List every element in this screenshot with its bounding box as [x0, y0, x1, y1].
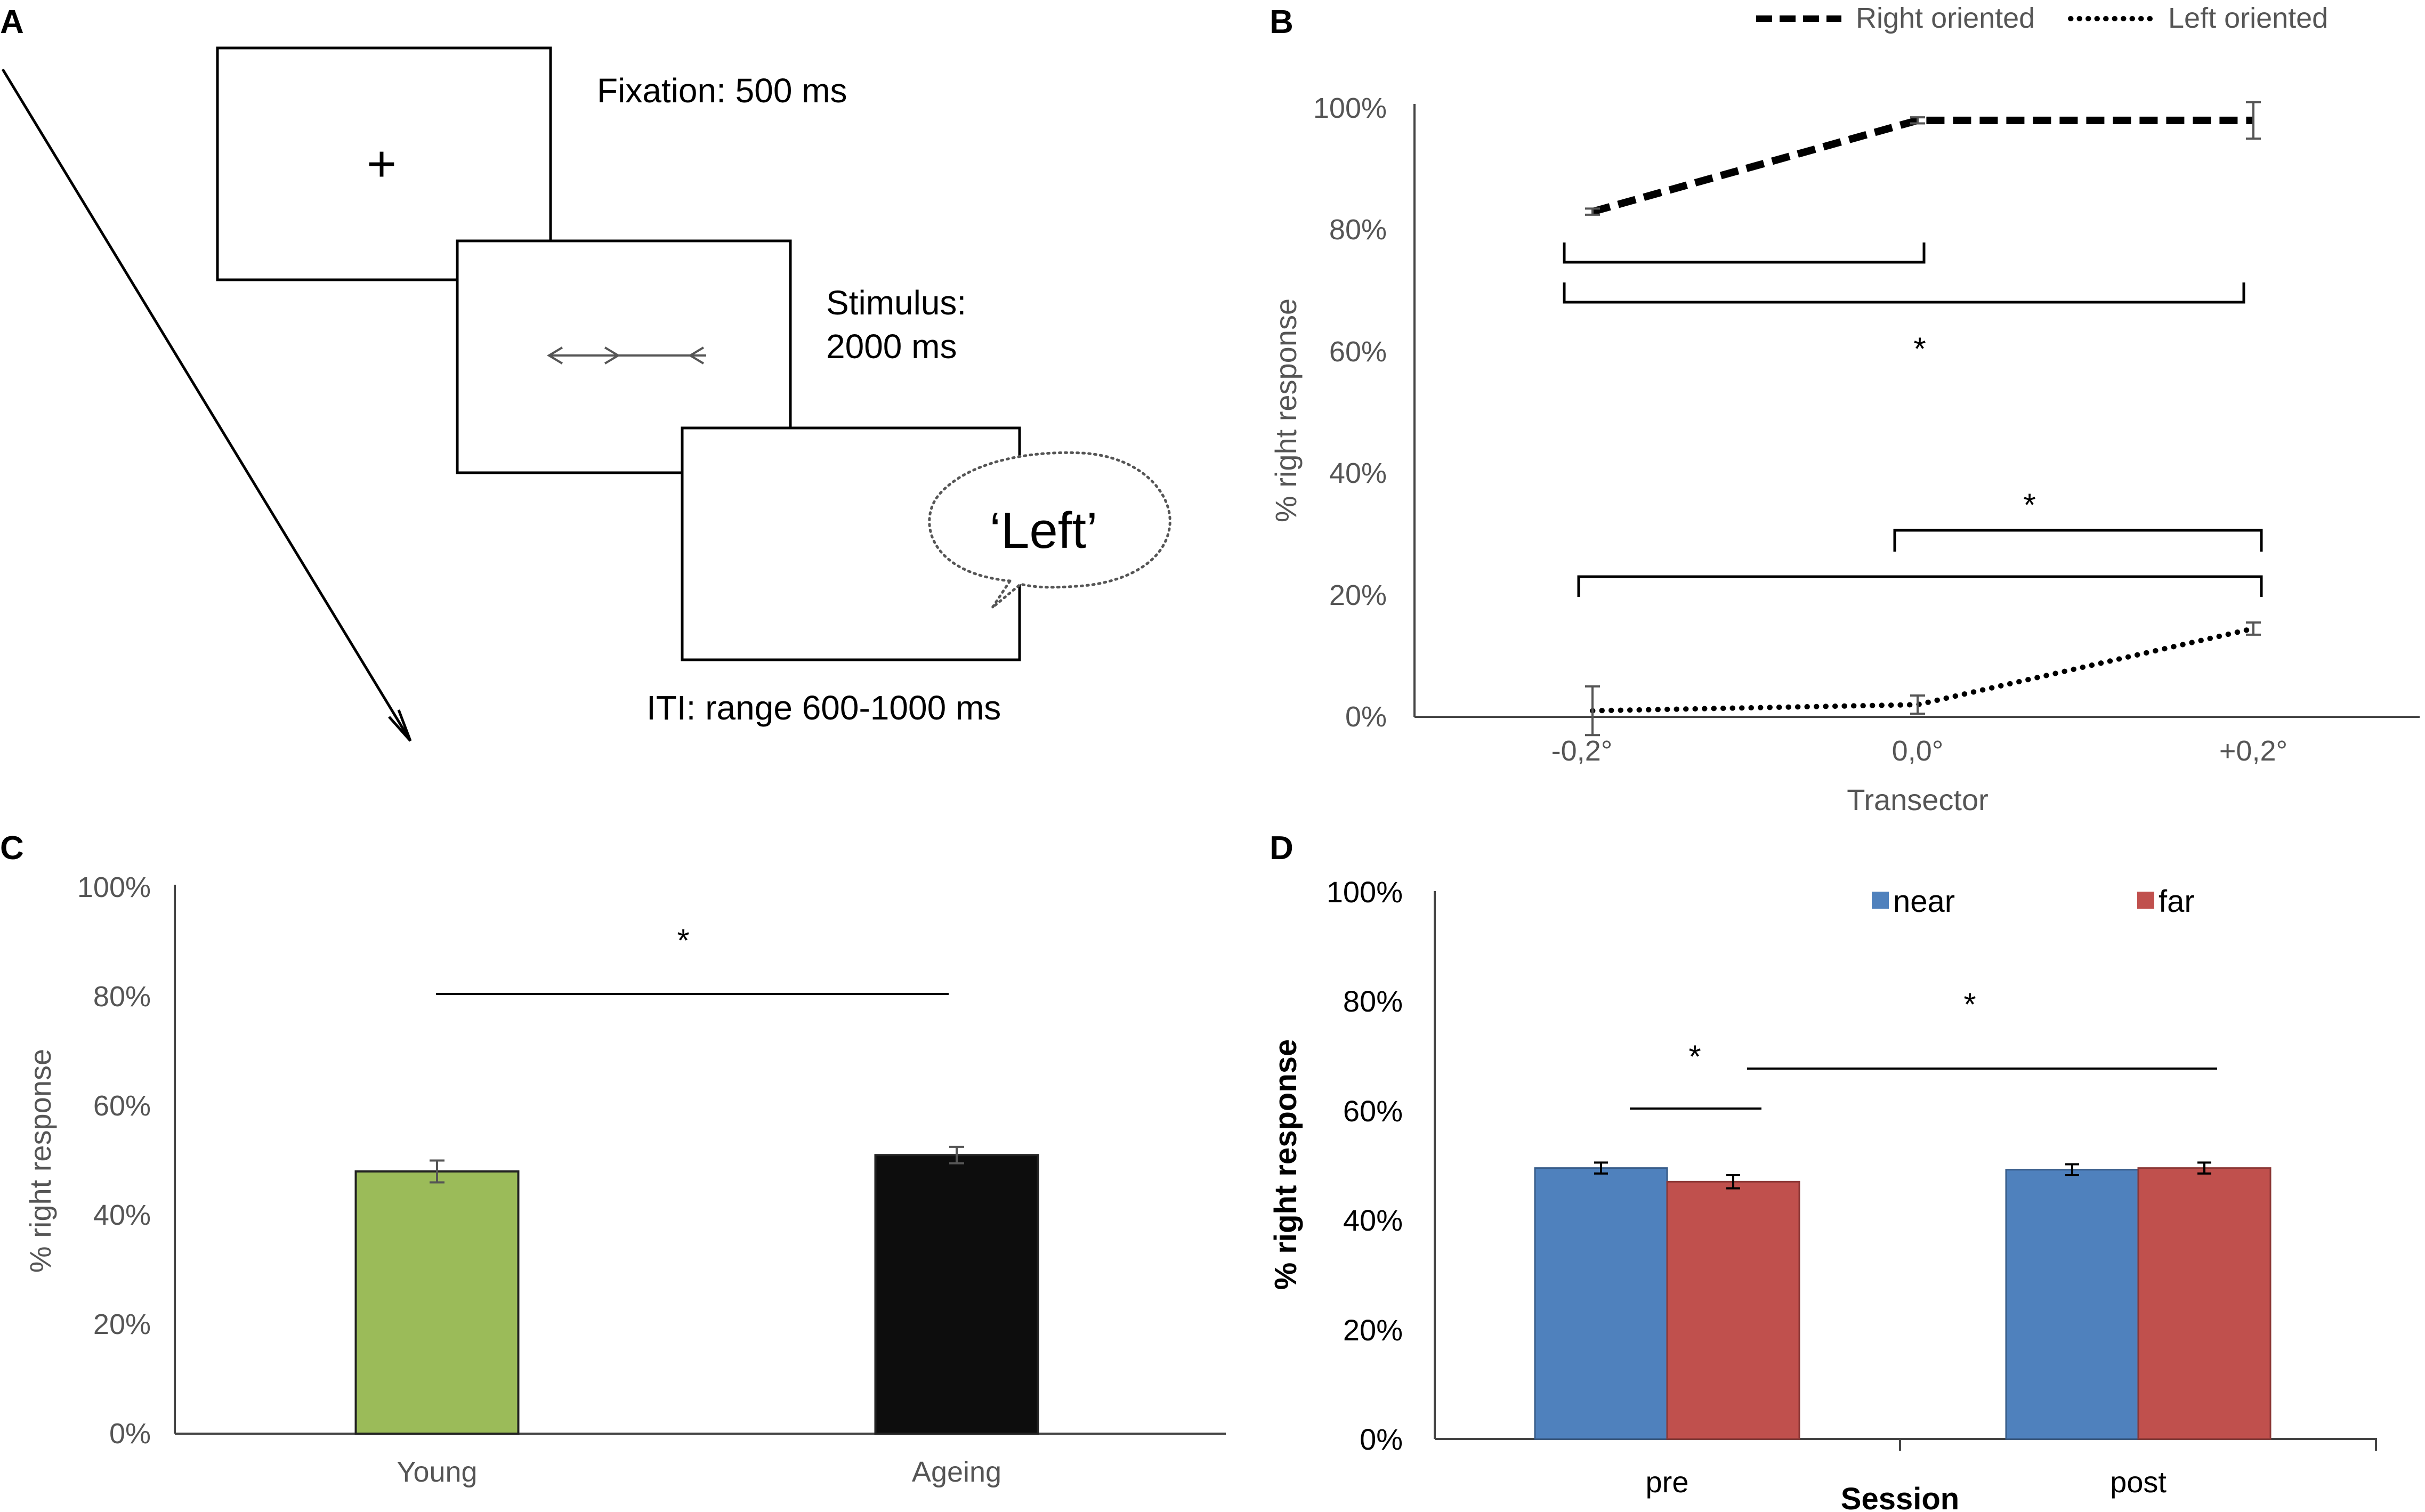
fixation-label: Fixation: 500 ms	[597, 71, 847, 110]
bar-pre-far	[1666, 1181, 1800, 1440]
y-tick-d-100: 100%	[1327, 875, 1403, 909]
y-tick-d-20: 20%	[1343, 1313, 1403, 1347]
error-bars-c	[430, 1145, 964, 1184]
y-tick-d-80: 80%	[1343, 984, 1403, 1018]
time-arrow-line	[1, 68, 412, 742]
x-tick-post: post	[2110, 1465, 2167, 1499]
x-tick-b-minus: -0,2°	[1551, 735, 1613, 767]
y-tick-b-100: 100%	[1313, 92, 1387, 124]
panel-letter-d: D	[1270, 830, 1294, 867]
y-tick-d-60: 60%	[1343, 1094, 1403, 1128]
speech-bubble-icon	[928, 451, 1171, 609]
response-word: ‘Left’	[990, 502, 1098, 559]
stimulus-label: Stimulus:	[826, 284, 966, 322]
legend-label-near: near	[1893, 884, 1955, 919]
stimulus-duration: 2000 ms	[826, 327, 957, 366]
panel-letter-a: A	[0, 4, 24, 41]
error-bars-b	[1585, 101, 2261, 737]
panel-d: D 0% 20% 40% 60% 80% 100% pre post Sessi…	[1268, 830, 2377, 1512]
y-tick-d-0: 0%	[1360, 1422, 1403, 1456]
series-line-left-oriented	[1590, 626, 2256, 714]
panel-a: A + Fixation: 500 ms Stimulus: 2000 ms ‘…	[0, 4, 1171, 742]
bar-post-far	[2137, 1167, 2272, 1440]
legend-label-left-oriented: Left oriented	[2168, 2, 2328, 34]
panel-letter-b: B	[1270, 4, 1294, 41]
time-arrow-head	[388, 709, 412, 742]
y-axis-title-d: % right response	[1268, 1039, 1303, 1290]
y-tick-c-80: 80%	[93, 981, 151, 1013]
panel-letter-c: C	[0, 830, 24, 867]
significance-star-b-left: *	[2023, 487, 2035, 523]
legend-b: Right oriented Left oriented	[1756, 2, 2328, 34]
x-tick-young: Young	[397, 1456, 477, 1488]
y-tick-d-40: 40%	[1343, 1203, 1403, 1237]
panel-c: C 0% 20% 40% 60% 80% 100% Young Ageing %…	[0, 830, 1226, 1488]
x-axis-title-d: Session	[1841, 1482, 1959, 1512]
panel-b: B Right oriented Left oriented 0% 20% 40…	[1269, 2, 2420, 816]
y-tick-c-40: 40%	[93, 1199, 151, 1231]
bracket-right-short	[1563, 242, 1926, 264]
x-axis-title-b: Transector	[1847, 783, 1988, 816]
y-tick-c-60: 60%	[93, 1090, 151, 1122]
significance-star-d-long: *	[1963, 987, 1976, 1022]
stimulus-line-icon	[547, 346, 706, 365]
legend-swatch-far	[2137, 892, 2154, 909]
fixation-cross: +	[367, 135, 397, 192]
bar-post-near	[2005, 1169, 2139, 1440]
y-axis-title-b: % right response	[1269, 298, 1303, 522]
y-tick-b-60: 60%	[1329, 336, 1387, 368]
y-tick-c-20: 20%	[93, 1308, 151, 1340]
x-tick-b-zero: 0,0°	[1892, 735, 1944, 767]
bar-pre-near	[1534, 1167, 1668, 1440]
x-tick-pre: pre	[1646, 1465, 1689, 1499]
bracket-left-short	[1893, 529, 2263, 552]
y-tick-b-20: 20%	[1329, 579, 1387, 611]
error-bars-d	[1594, 1161, 2211, 1190]
legend-swatch-near	[1872, 892, 1889, 909]
significance-star-d-short: *	[1688, 1039, 1701, 1074]
series-line-right-oriented	[1591, 116, 2253, 215]
legend-d: near far	[1872, 884, 2195, 919]
legend-label-far: far	[2159, 884, 2195, 919]
x-tick-b-plus: +0,2°	[2219, 735, 2287, 767]
bracket-left-long	[1577, 575, 2263, 597]
significance-brackets-b	[1563, 242, 2263, 597]
significance-star-b-right: *	[1913, 331, 1926, 367]
x-tick-ageing: Ageing	[912, 1456, 1001, 1488]
y-tick-c-100: 100%	[77, 871, 151, 903]
y-tick-b-40: 40%	[1329, 457, 1387, 489]
y-tick-b-0: 0%	[1345, 701, 1387, 733]
bracket-right-long	[1563, 282, 2245, 304]
iti-label: ITI: range 600-1000 ms	[646, 689, 1001, 727]
y-tick-c-0: 0%	[109, 1418, 151, 1450]
y-axis-title-c: % right response	[23, 1049, 57, 1273]
bar-young	[354, 1170, 520, 1435]
significance-star-c: *	[677, 923, 689, 958]
bar-ageing	[874, 1154, 1039, 1435]
y-tick-b-80: 80%	[1329, 214, 1387, 246]
legend-label-right-oriented: Right oriented	[1856, 2, 2035, 34]
